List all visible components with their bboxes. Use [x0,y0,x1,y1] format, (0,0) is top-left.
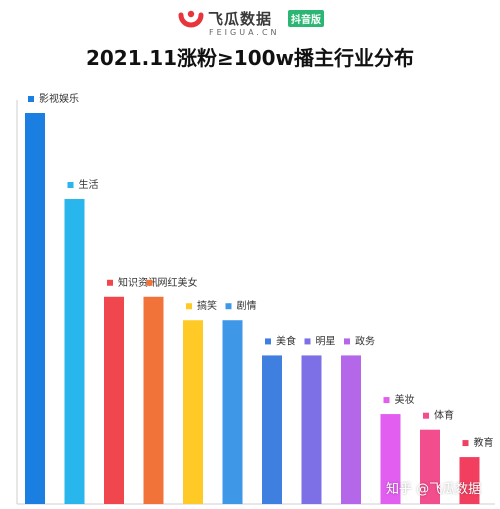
bar-1 [25,113,45,504]
bar-label-4: 网红美女 [158,276,198,289]
brand-header: 飞瓜数据 抖音版 FEIGUA.CN [178,4,338,38]
bar-label-12: 教育 [474,436,494,449]
legend-marker-4 [146,279,153,286]
legend-marker-6 [225,303,232,310]
legend-marker-9 [344,338,350,345]
legend-marker-3 [107,279,113,286]
legend-marker-12 [462,440,469,447]
legend-marker-1 [28,96,34,102]
bar-label-8: 明星 [316,335,336,347]
bar-3 [104,296,124,504]
legend-marker-10 [383,397,390,404]
bar-label-10: 美妆 [395,393,415,406]
legend-marker-7 [265,338,271,345]
bar-label-2: 生活 [79,178,99,191]
bar-label-7: 美食 [276,334,296,347]
bar-7 [262,355,282,504]
chart-title: 2021.11涨粉≥100w播主行业分布 [85,46,415,70]
watermark: 知乎 @飞瓜数据 [386,482,482,497]
bar-10 [380,414,401,504]
bar-label-9: 政务 [355,334,375,347]
bar-9 [341,355,361,504]
feigua-logo-icon [178,10,204,28]
brand-domain: FEIGUA.CN [209,28,280,37]
bar-label-11: 体育 [434,409,454,422]
bar-4 [143,296,164,504]
bar-5 [183,320,203,504]
bar-label-1: 影视娱乐 [39,92,79,105]
brand-badge: 抖音版 [288,10,324,27]
bar-2 [64,199,85,504]
bar-label-6: 剧情 [237,299,257,312]
brand-name: 飞瓜数据 [208,10,273,28]
bar-11 [420,429,440,504]
legend-marker-5 [186,303,192,310]
legend-marker-8 [304,338,311,345]
bar-label-5: 搞笑 [197,299,217,312]
legend-marker-2 [67,182,74,189]
bar-8 [301,355,322,504]
bar-12 [459,457,480,504]
bar-6 [222,320,243,504]
legend-marker-11 [423,412,429,419]
